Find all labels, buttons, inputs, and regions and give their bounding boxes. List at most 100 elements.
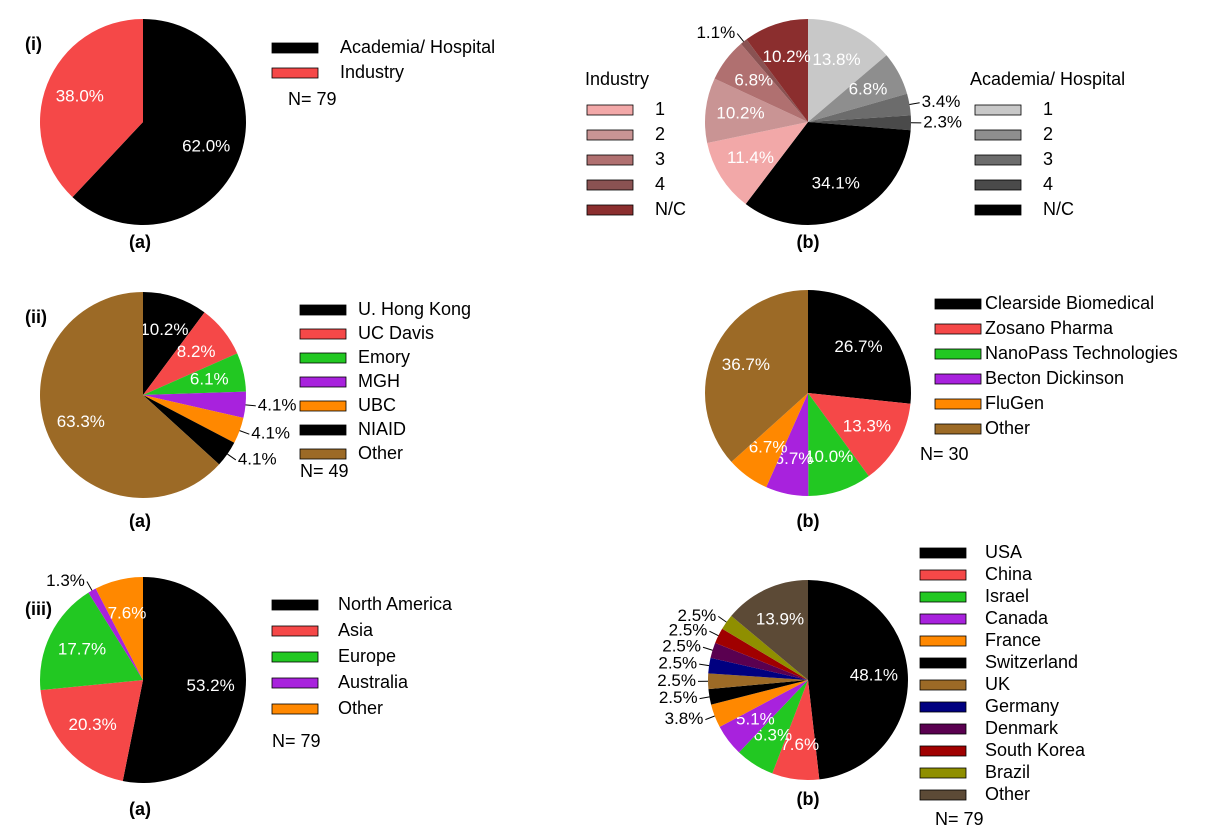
legend-swatch	[299, 400, 347, 412]
legend-label: Zosano Pharma	[985, 318, 1114, 338]
legend-swatch	[919, 569, 967, 581]
panel-label: (i)	[25, 34, 42, 54]
pie-slice	[714, 43, 808, 122]
legend-label: NIAID	[358, 419, 406, 439]
legend-swatch	[586, 179, 634, 191]
value-label: 6.1%	[190, 369, 229, 388]
n-label: N= 79	[935, 809, 984, 829]
leader-line	[736, 33, 745, 42]
legend-label: 3	[655, 149, 665, 169]
pie-slice	[143, 353, 246, 395]
legend-label: 1	[1043, 99, 1053, 119]
legend-swatch	[299, 376, 347, 388]
legend-swatch	[934, 423, 982, 435]
value-label: 20.3%	[69, 715, 117, 734]
value-label: 63.3%	[57, 412, 105, 431]
legend-label: N/C	[1043, 199, 1074, 219]
legend-label: 4	[1043, 174, 1053, 194]
legend-swatch	[974, 179, 1022, 191]
legend-swatch	[271, 42, 319, 54]
n-label: N= 30	[920, 444, 969, 464]
value-label: 2.5%	[678, 606, 717, 625]
pie-slice	[808, 115, 911, 131]
pie-slice	[707, 122, 808, 205]
value-label: 48.1%	[850, 666, 898, 685]
legend-swatch	[299, 328, 347, 340]
legend-title: Academia/ Hospital	[970, 69, 1125, 89]
leader-line	[909, 102, 920, 105]
pie-slice	[808, 393, 869, 496]
legend-swatch	[299, 424, 347, 436]
legend-label: South Korea	[985, 740, 1086, 760]
value-label: 10.2%	[716, 104, 764, 123]
value-label: 13.8%	[812, 50, 860, 69]
caption: (a)	[129, 232, 151, 252]
pie-slice	[808, 55, 908, 123]
legend-swatch	[974, 129, 1022, 141]
leader-line	[239, 430, 250, 435]
pie-slice	[143, 292, 205, 395]
caption: (b)	[797, 232, 820, 252]
legend-swatch	[934, 398, 982, 410]
legend-label: 2	[655, 124, 665, 144]
caption: (b)	[797, 789, 820, 809]
legend-label: Europe	[338, 646, 396, 666]
legend-swatch	[919, 789, 967, 801]
legend-swatch	[919, 657, 967, 669]
legend-label: USA	[985, 542, 1022, 562]
legend-label: 2	[1043, 124, 1053, 144]
legend-label: N/C	[655, 199, 686, 219]
pie-slice	[708, 657, 808, 680]
pie-slice	[772, 680, 820, 780]
legend-label: FluGen	[985, 393, 1044, 413]
value-label: 6.3%	[753, 725, 792, 744]
value-label: 8.2%	[177, 342, 216, 361]
legend-swatch	[974, 204, 1022, 216]
legend-label: Canada	[985, 608, 1049, 628]
legend-title: Industry	[585, 69, 649, 89]
leader-line	[717, 615, 727, 623]
pie-slice	[766, 393, 809, 496]
value-label: 2.3%	[923, 112, 962, 131]
value-label: 1.1%	[696, 23, 735, 42]
value-label: 10.2%	[763, 47, 811, 66]
legend-label: U. Hong Kong	[358, 299, 471, 319]
legend-label: UC Davis	[358, 323, 434, 343]
pie-slice	[808, 93, 911, 122]
legend-swatch	[974, 104, 1022, 116]
pie-slice	[808, 580, 909, 780]
legend-swatch	[271, 625, 319, 637]
legend-label: MGH	[358, 371, 400, 391]
pie-slice	[143, 395, 235, 465]
value-label: 4.1%	[251, 424, 290, 443]
leader-line	[699, 696, 710, 700]
legend-label: Denmark	[985, 718, 1059, 738]
pie-slice	[731, 393, 808, 488]
pie-slice	[705, 290, 808, 462]
value-label: 7.6%	[108, 603, 147, 622]
pie-slice	[808, 290, 911, 404]
pie-slice	[39, 19, 143, 198]
value-label: 62.0%	[182, 137, 230, 156]
pie-slice	[808, 19, 887, 122]
pie-slice	[738, 680, 808, 774]
leader-line	[709, 630, 719, 637]
legend-label: Industry	[340, 62, 404, 82]
pie-slice	[808, 393, 911, 477]
legend-label: Brazil	[985, 762, 1030, 782]
value-label: 10.0%	[805, 447, 853, 466]
legend-label: Switzerland	[985, 652, 1078, 672]
value-label: 3.4%	[922, 92, 961, 111]
leader-line	[699, 663, 710, 667]
value-label: 17.7%	[58, 640, 106, 659]
pie-slice	[710, 642, 808, 680]
value-label: 4.1%	[258, 395, 297, 414]
value-label: 53.2%	[187, 676, 235, 695]
legend-label: China	[985, 564, 1033, 584]
pie-slice	[719, 680, 808, 753]
legend-swatch	[299, 304, 347, 316]
legend-label: 3	[1043, 149, 1053, 169]
value-label: 4.1%	[238, 449, 277, 468]
legend-swatch	[919, 723, 967, 735]
legend-swatch	[934, 373, 982, 385]
